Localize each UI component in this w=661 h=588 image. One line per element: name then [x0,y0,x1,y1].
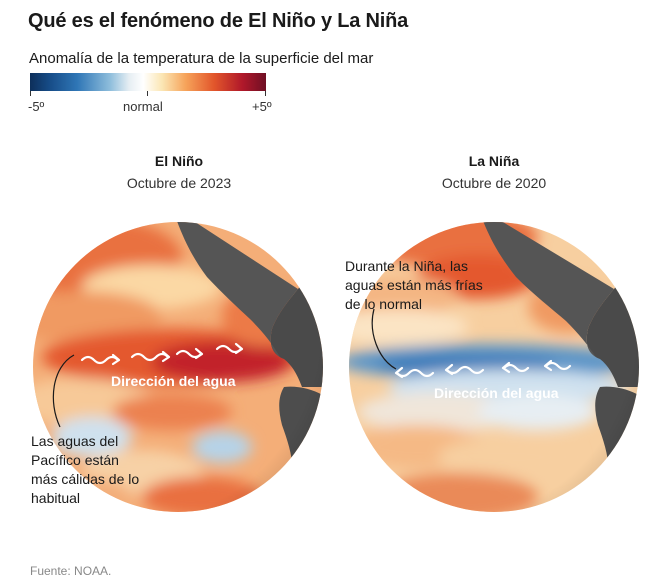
legend-tick-min [30,91,31,96]
el-nino-title: El Niño [154,153,204,169]
legend-tick-mid [147,91,148,96]
legend-ticks [30,91,266,96]
el-nino-globe [33,222,323,512]
el-nino-annotation-line-2: Pacífico están [31,452,119,468]
el-nino-date: Octubre de 2023 [126,175,232,191]
el-nino-flow-arrows [80,342,244,366]
legend-color-bar [30,73,266,91]
la-nina-annotation-line-1: Durante la Niña, las [345,258,468,274]
la-nina-title: La Niña [468,153,520,169]
legend-mid-label: normal [123,99,163,114]
source-note: Fuente: NOAA. [30,564,112,578]
la-nina-flow-arrows [394,359,572,379]
el-nino-annotation-line-1: Las aguas del [31,433,119,449]
el-nino-direction-label: Dirección del agua [111,373,236,389]
el-nino-annotation-line-3: más cálidas de lo [31,471,140,487]
legend-max-label: +5º [252,99,272,114]
page-title: Qué es el fenómeno de El Niño y La Niña [28,10,409,32]
el-nino-annotation-line [52,354,75,428]
legend-tick-max [265,91,266,96]
la-nina-annotation-line [371,308,397,370]
legend-title: Anomalía de la temperatura de la superfi… [29,50,374,67]
la-nina-globe [349,222,639,512]
la-nina-date: Octubre de 2020 [441,175,547,191]
la-nina-annotation-line-2: aguas están más frías [345,277,483,293]
la-nina-annotation-line-3: de lo normal [345,296,423,312]
legend-min-label: -5º [28,99,45,114]
el-nino-annotation: Las aguas del Pacífico están más cálidas… [31,432,139,508]
la-nina-direction-label: Dirección del agua [434,385,559,401]
la-nina-annotation: Durante la Niña, las aguas están más frí… [345,257,483,314]
el-nino-annotation-line-4: habitual [31,490,81,506]
